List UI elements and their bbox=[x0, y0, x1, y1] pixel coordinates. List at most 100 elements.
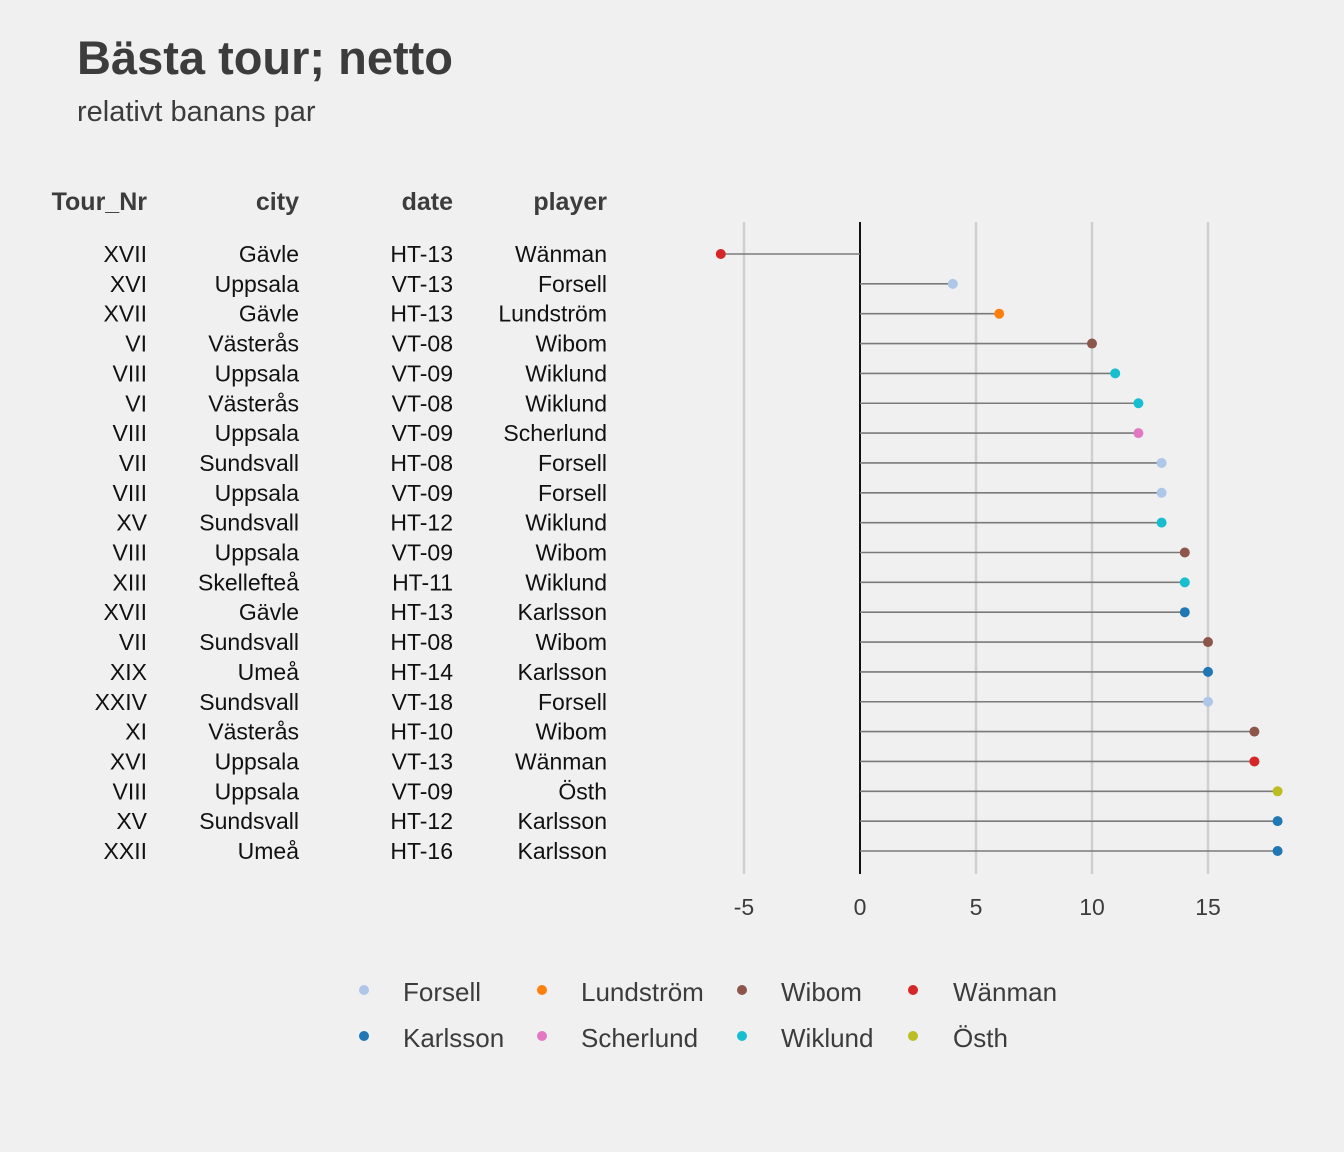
lollipop-point bbox=[1272, 816, 1283, 827]
table-cell-city: Uppsala bbox=[215, 748, 300, 774]
table-cell-city: Västerås bbox=[208, 390, 299, 416]
table-cell-city: Västerås bbox=[208, 719, 299, 745]
lollipop-point bbox=[1133, 398, 1144, 409]
table-cell-date: HT-08 bbox=[390, 629, 453, 655]
x-tick-label: 15 bbox=[1195, 894, 1221, 920]
legend-label: Lundström bbox=[581, 977, 704, 1007]
legend-label: Forsell bbox=[403, 977, 481, 1007]
table-cell-date: VT-13 bbox=[392, 271, 453, 297]
legend-marker bbox=[908, 985, 918, 995]
legend-marker bbox=[737, 1031, 747, 1041]
table-cell-player: Karlsson bbox=[518, 808, 607, 834]
table-cell-tour: VIII bbox=[112, 540, 147, 566]
table-cell-player: Wiklund bbox=[525, 390, 607, 416]
table-cell-player: Wiklund bbox=[525, 360, 607, 386]
table-rows: XVII Gävle HT-13 Wänman XVI Uppsala VT-13 Forse… bbox=[95, 241, 607, 864]
table-cell-player: Wibom bbox=[535, 331, 607, 357]
table-cell-date: VT-09 bbox=[392, 540, 453, 566]
table-cell-tour: XIII bbox=[112, 569, 147, 595]
legend-label: Karlsson bbox=[403, 1023, 504, 1053]
lollipop-point bbox=[1203, 696, 1213, 707]
table-cell-date: VT-13 bbox=[392, 748, 453, 774]
table-cell-date: VT-18 bbox=[392, 689, 453, 715]
legend-marker bbox=[537, 985, 547, 995]
table-cell-city: Sundsvall bbox=[199, 450, 299, 476]
table-cell-tour: VIII bbox=[112, 778, 147, 804]
legend-label: Scherlund bbox=[581, 1023, 698, 1053]
table-cell-date: HT-14 bbox=[390, 659, 453, 685]
table-cell-city: Uppsala bbox=[215, 271, 300, 297]
table-cell-city: Uppsala bbox=[215, 420, 300, 446]
table-cell-player: Östh bbox=[558, 778, 607, 804]
table-cell-tour: VI bbox=[125, 390, 147, 416]
table-cell-city: Gävle bbox=[239, 241, 299, 267]
table-cell-player: Wibom bbox=[535, 719, 607, 745]
lollipop-point bbox=[1133, 428, 1144, 439]
table-cell-player: Karlsson bbox=[518, 838, 607, 864]
lollipop-point bbox=[1156, 517, 1167, 528]
table-cell-date: VT-09 bbox=[392, 360, 453, 386]
table-cell-tour: VIII bbox=[112, 480, 147, 506]
table-cell-player: Forsell bbox=[538, 271, 607, 297]
x-tick-label: 10 bbox=[1079, 894, 1105, 920]
table-cell-date: HT-12 bbox=[390, 808, 453, 834]
lollipop-point bbox=[1087, 338, 1097, 349]
lollipop-points bbox=[715, 249, 1283, 856]
x-tick-label: 5 bbox=[970, 894, 983, 920]
table-cell-city: Uppsala bbox=[215, 540, 300, 566]
table-cell-city: Sundsvall bbox=[199, 689, 299, 715]
table-cell-city: Gävle bbox=[239, 599, 299, 625]
column-header: date bbox=[402, 188, 454, 216]
legend-marker bbox=[359, 1031, 369, 1041]
table-cell-player: Wänman bbox=[515, 748, 607, 774]
lollipop-point bbox=[1249, 726, 1260, 737]
chart-title: Bästa tour; netto bbox=[77, 31, 453, 84]
table-cell-tour: XVII bbox=[104, 599, 147, 625]
table-cell-tour: XVII bbox=[104, 301, 147, 327]
table-cell-city: Skellefteå bbox=[198, 569, 299, 595]
table-cell-player: Wibom bbox=[535, 540, 607, 566]
table-cell-tour: VIII bbox=[112, 360, 147, 386]
table-cell-player: Karlsson bbox=[518, 659, 607, 685]
lollipop-point bbox=[994, 308, 1005, 319]
legend-marker bbox=[908, 1031, 918, 1041]
table-cell-player: Lundström bbox=[498, 301, 607, 327]
table-cell-city: Västerås bbox=[208, 331, 299, 357]
lollipop-point bbox=[1203, 666, 1213, 677]
legend-label: Wänman bbox=[953, 977, 1057, 1007]
lollipop-point bbox=[1272, 846, 1283, 856]
table-cell-date: VT-09 bbox=[392, 480, 453, 506]
legend-label: Wiklund bbox=[781, 1023, 873, 1053]
table-cell-date: HT-08 bbox=[390, 450, 453, 476]
lollipop-point bbox=[1203, 637, 1213, 648]
table-cell-date: HT-16 bbox=[390, 838, 453, 864]
table-cell-tour: XIX bbox=[110, 659, 147, 685]
table-cell-tour: XXII bbox=[104, 838, 147, 864]
lollipop-point bbox=[1179, 547, 1190, 558]
table-cell-tour: VIII bbox=[112, 420, 147, 446]
table-cell-city: Uppsala bbox=[215, 480, 300, 506]
table-cell-player: Wiklund bbox=[525, 510, 607, 536]
table-cell-player: Forsell bbox=[538, 689, 607, 715]
column-header: city bbox=[256, 188, 299, 216]
table-cell-player: Wibom bbox=[535, 629, 607, 655]
x-axis-ticks: -5 0 5 10 15 bbox=[734, 894, 1221, 920]
lollipop-point bbox=[1179, 577, 1190, 588]
table-cell-player: Wiklund bbox=[525, 569, 607, 595]
legend-marker bbox=[359, 985, 369, 995]
table-cell-tour: VI bbox=[125, 331, 147, 357]
table-cell-date: HT-12 bbox=[390, 510, 453, 536]
grid-lines bbox=[742, 222, 1210, 874]
lollipop-point bbox=[1249, 756, 1260, 767]
table-cell-city: Sundsvall bbox=[199, 808, 299, 834]
table-cell-player: Wänman bbox=[515, 241, 607, 267]
chart-subtitle: relativt banans par bbox=[77, 96, 316, 128]
table-cell-tour: XVI bbox=[110, 271, 147, 297]
table-cell-date: HT-13 bbox=[390, 241, 453, 267]
legend-marker bbox=[737, 985, 747, 995]
lollipop-point bbox=[947, 278, 958, 289]
legend-label: Wibom bbox=[781, 977, 862, 1007]
table-cell-player: Scherlund bbox=[503, 420, 607, 446]
legend-label: Östh bbox=[953, 1023, 1008, 1053]
